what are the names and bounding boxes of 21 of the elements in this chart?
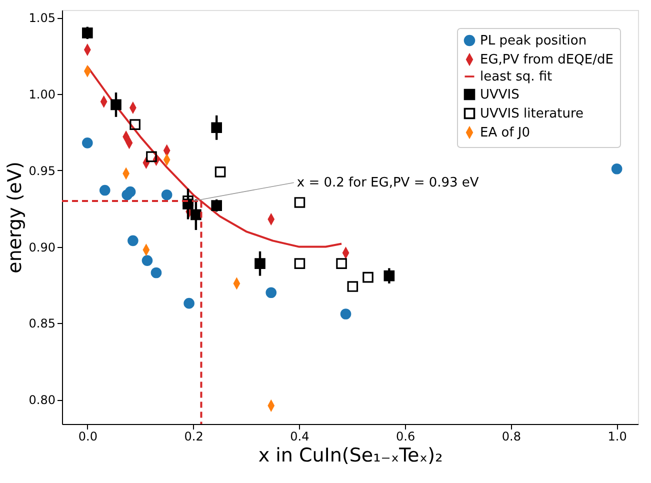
legend-label: UVVIS (480, 88, 520, 102)
y-tick-label: 0.95 (28, 164, 56, 178)
y-tick-label: 0.80 (28, 393, 56, 408)
legend-label: EA of J0 (480, 126, 530, 140)
x-tick-label: 0.4 (290, 430, 310, 444)
x-tick-label: 1.0 (608, 430, 627, 444)
legend-label: least sq. fit (480, 70, 552, 84)
x-axis-title: x in CuIn(Se₁₋ₓTeₓ)₂ (258, 444, 443, 466)
y-tick-label: 1.05 (28, 11, 56, 26)
legend-label: EG,PV from dEQE/dE (480, 52, 614, 68)
y-axis-title: energy (eV) (4, 162, 26, 274)
legend-label: PL peak position (480, 34, 587, 48)
y-tick-label: 0.90 (28, 240, 56, 254)
x-tick-label: 0.6 (396, 430, 416, 444)
x-tick-label: 0.0 (78, 430, 98, 444)
x-tick-label: 0.8 (502, 430, 521, 444)
x-tick-label: 0.2 (184, 430, 204, 444)
legend-label: UVVIS literature (480, 106, 584, 122)
y-tick-label: 1.00 (28, 88, 56, 102)
annotation: x = 0.2 for EG,PV = 0.93 eV (296, 176, 479, 191)
y-tick-label: 0.85 (28, 316, 56, 331)
